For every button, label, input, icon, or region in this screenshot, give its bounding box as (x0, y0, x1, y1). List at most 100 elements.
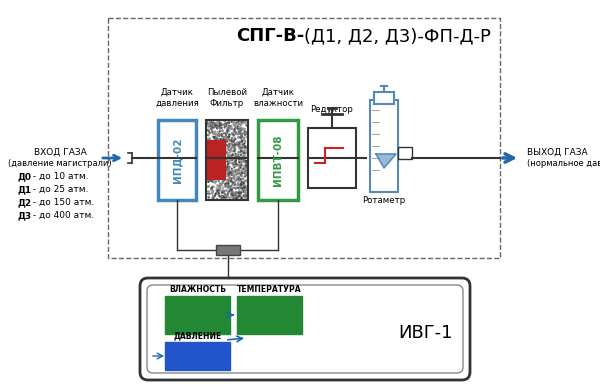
Point (229, 190, 239, 196)
Point (224, 132, 234, 138)
Point (205, 138, 215, 144)
Point (208, 144, 217, 150)
Point (236, 177, 246, 183)
Point (240, 132, 250, 138)
Point (231, 153, 241, 160)
Point (209, 150, 219, 156)
Point (239, 157, 249, 163)
Point (212, 149, 221, 155)
Point (210, 162, 220, 168)
Point (221, 142, 231, 148)
Point (224, 159, 233, 165)
Point (227, 138, 237, 145)
Point (208, 178, 217, 184)
Point (241, 150, 250, 156)
Bar (370, 100, 398, 192)
Point (242, 129, 252, 135)
Point (230, 167, 240, 174)
Point (235, 176, 244, 182)
Point (238, 179, 247, 185)
Point (236, 128, 246, 134)
Point (214, 129, 224, 135)
Point (213, 124, 223, 130)
Point (221, 193, 231, 199)
Point (223, 135, 232, 142)
Point (202, 177, 212, 184)
Point (236, 145, 245, 151)
Point (237, 169, 247, 176)
Point (225, 170, 235, 176)
Point (213, 123, 223, 129)
Point (242, 195, 251, 201)
Point (226, 191, 236, 197)
Point (215, 146, 224, 152)
Point (239, 166, 248, 172)
Point (235, 163, 244, 169)
Point (241, 157, 250, 163)
Point (236, 184, 245, 191)
Point (217, 147, 226, 153)
Point (227, 182, 237, 188)
Point (232, 142, 241, 148)
Point (236, 162, 245, 168)
Point (230, 147, 239, 153)
Point (219, 170, 229, 176)
Point (223, 119, 233, 126)
Point (214, 133, 223, 139)
Point (239, 181, 248, 187)
Point (229, 128, 239, 134)
Point (218, 193, 227, 199)
Point (208, 176, 217, 183)
Text: Ротаметр: Ротаметр (362, 196, 406, 205)
Point (225, 184, 235, 191)
Point (239, 128, 249, 134)
Text: ВХОД ГАЗА: ВХОД ГАЗА (34, 148, 86, 157)
Point (209, 164, 218, 170)
Point (232, 167, 241, 173)
Point (205, 164, 214, 170)
Point (207, 127, 217, 133)
Point (240, 190, 250, 196)
Point (223, 190, 233, 197)
Point (233, 131, 242, 138)
Point (212, 137, 221, 143)
Point (231, 192, 241, 199)
Point (211, 191, 220, 197)
Point (213, 183, 223, 189)
Point (210, 171, 220, 177)
Point (206, 139, 215, 145)
Point (209, 193, 219, 199)
Point (205, 120, 215, 126)
Point (240, 119, 250, 126)
Point (218, 139, 228, 145)
Point (216, 144, 226, 150)
Point (208, 170, 218, 176)
Point (241, 193, 251, 199)
Point (233, 182, 242, 188)
Point (208, 164, 217, 170)
Point (230, 176, 240, 183)
Point (232, 170, 242, 177)
Point (242, 122, 252, 128)
Point (207, 174, 217, 180)
Point (231, 141, 241, 147)
Point (211, 131, 220, 137)
Point (235, 176, 245, 182)
Point (206, 185, 216, 191)
Point (213, 191, 223, 197)
Point (210, 131, 220, 137)
Point (236, 122, 245, 128)
Point (217, 125, 226, 131)
Point (215, 124, 225, 130)
Point (206, 119, 216, 125)
Point (207, 161, 217, 167)
Point (207, 129, 217, 135)
Point (220, 173, 230, 179)
Point (212, 154, 222, 160)
Point (220, 172, 230, 178)
Point (236, 173, 246, 179)
Point (219, 134, 229, 140)
Point (215, 153, 225, 159)
Point (212, 173, 221, 179)
Point (214, 183, 224, 190)
